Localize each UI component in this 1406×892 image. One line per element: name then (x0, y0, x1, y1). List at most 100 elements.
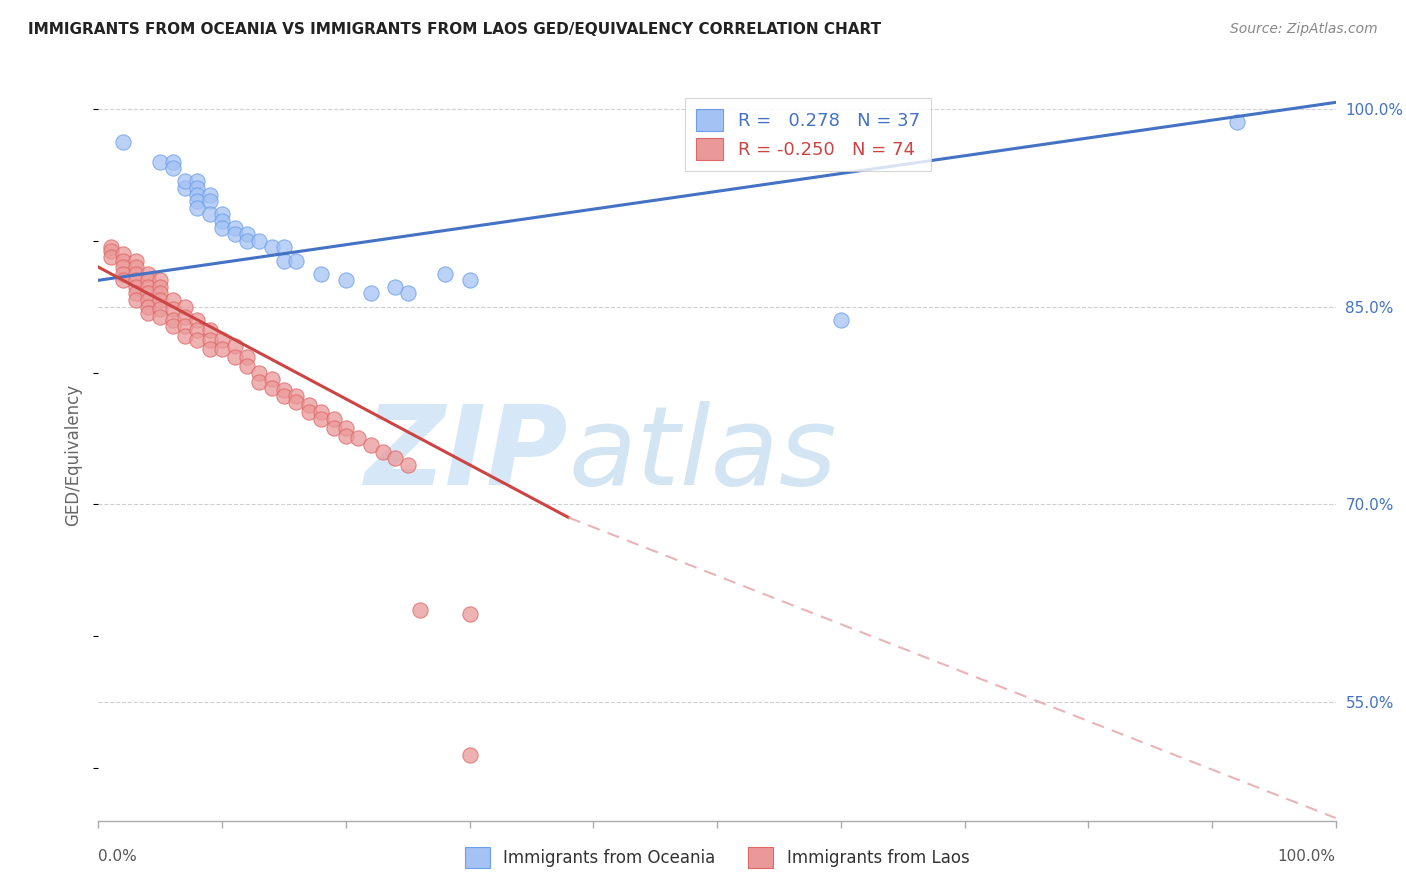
Point (149, 280, 172, 294)
Point (247, 375, 270, 389)
Point (124, 293, 146, 307)
Point (273, 240, 295, 254)
Point (100, 244, 122, 259)
Point (224, 227, 246, 242)
Point (347, 432, 370, 446)
Point (100, 250, 122, 264)
Point (136, 273, 159, 287)
Point (224, 339, 246, 353)
Point (260, 240, 283, 254)
Point (124, 260, 146, 274)
Point (124, 273, 146, 287)
Point (174, 181, 197, 195)
Point (309, 411, 332, 425)
Text: atlas: atlas (568, 401, 837, 508)
Point (186, 333, 208, 347)
Point (224, 350, 246, 364)
Point (322, 411, 344, 425)
Point (136, 300, 159, 314)
Point (186, 201, 208, 215)
Point (174, 300, 197, 314)
Y-axis label: GED/Equivalency: GED/Equivalency (65, 384, 83, 526)
Point (112, 267, 135, 281)
Point (186, 313, 208, 327)
Point (162, 302, 184, 317)
Point (112, 253, 135, 268)
Point (396, 286, 419, 301)
Point (298, 399, 321, 413)
Text: 100.0%: 100.0% (1278, 849, 1336, 863)
Point (360, 438, 382, 452)
Point (322, 421, 344, 435)
Point (112, 260, 135, 274)
Point (298, 405, 321, 419)
Point (174, 310, 197, 325)
Point (309, 405, 332, 419)
Point (384, 280, 406, 294)
Point (211, 333, 233, 347)
Point (136, 280, 159, 294)
Point (136, 306, 159, 320)
Point (186, 187, 208, 202)
Point (371, 444, 394, 458)
Point (384, 451, 406, 466)
Point (236, 234, 259, 248)
Point (247, 366, 270, 380)
Point (124, 286, 146, 301)
Point (273, 383, 295, 397)
Point (309, 267, 332, 281)
Point (186, 194, 208, 209)
Point (247, 234, 270, 248)
Point (198, 207, 221, 221)
Point (360, 286, 382, 301)
Legend: Immigrants from Oceania, Immigrants from Laos: Immigrants from Oceania, Immigrants from… (458, 841, 976, 874)
Point (124, 280, 146, 294)
Point (112, 135, 135, 149)
Point (458, 607, 481, 621)
Point (335, 273, 357, 287)
Point (285, 394, 308, 409)
Point (198, 333, 221, 347)
Point (396, 458, 419, 472)
Point (124, 253, 146, 268)
Point (124, 267, 146, 281)
Point (149, 273, 172, 287)
Point (198, 194, 221, 209)
Point (211, 207, 233, 221)
Point (162, 161, 184, 176)
Point (260, 372, 283, 386)
Point (211, 214, 233, 228)
Point (335, 429, 357, 443)
Point (458, 273, 481, 287)
Point (174, 174, 197, 188)
Point (136, 286, 159, 301)
Point (433, 267, 456, 281)
Text: Source: ZipAtlas.com: Source: ZipAtlas.com (1230, 22, 1378, 37)
Point (162, 293, 184, 307)
Point (186, 323, 208, 337)
Point (174, 328, 197, 343)
Point (136, 267, 159, 281)
Text: ZIP: ZIP (366, 401, 568, 508)
Point (149, 154, 172, 169)
Point (236, 359, 259, 373)
Point (198, 187, 221, 202)
Point (162, 319, 184, 334)
Point (186, 174, 208, 188)
Point (162, 313, 184, 327)
Text: IMMIGRANTS FROM OCEANIA VS IMMIGRANTS FROM LAOS GED/EQUIVALENCY CORRELATION CHAR: IMMIGRANTS FROM OCEANIA VS IMMIGRANTS FR… (28, 22, 882, 37)
Point (236, 227, 259, 242)
Point (198, 323, 221, 337)
Point (174, 319, 197, 334)
Point (236, 350, 259, 364)
Point (198, 342, 221, 356)
Point (409, 603, 432, 617)
Point (211, 342, 233, 356)
Point (273, 389, 295, 403)
Point (260, 381, 283, 395)
Point (273, 253, 295, 268)
Point (1226, 115, 1249, 129)
Point (136, 293, 159, 307)
Point (149, 293, 172, 307)
Point (285, 253, 308, 268)
